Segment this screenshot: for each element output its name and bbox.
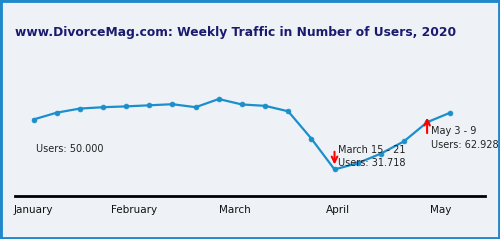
- Text: www.DivorceMag.com: Weekly Traffic in Number of Users, 2020: www.DivorceMag.com: Weekly Traffic in Nu…: [15, 26, 456, 39]
- Text: March 15 - 21
Users: 31.718: March 15 - 21 Users: 31.718: [338, 145, 406, 168]
- Text: May 3 - 9
Users: 62.928: May 3 - 9 Users: 62.928: [430, 126, 498, 150]
- Text: Users: 50.000: Users: 50.000: [36, 144, 104, 154]
